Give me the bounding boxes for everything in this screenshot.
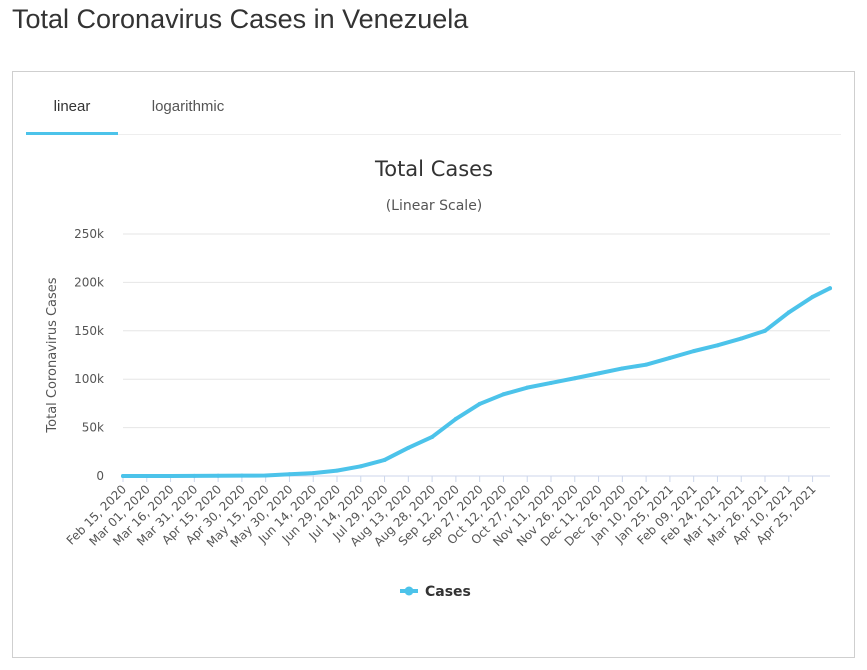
data-point[interactable] [828,286,832,291]
scale-tabs: linear logarithmic [26,92,841,135]
data-point[interactable] [691,349,696,354]
chart-subtitle: (Linear Scale) [386,198,483,214]
legend-label-cases: Cases [425,584,471,600]
y-axis-ticks: 0 50k 100k 150k 200k 250k [74,227,104,483]
y-axis-label: Total Coronavirus Cases [45,277,60,433]
data-point[interactable] [192,473,197,478]
data-point[interactable] [287,472,292,477]
data-point[interactable] [430,434,435,439]
data-point[interactable] [335,468,340,473]
legend-dot-icon [404,586,414,596]
data-point[interactable] [358,464,363,469]
data-point[interactable] [501,392,506,397]
y-tick-label: 0 [96,469,104,483]
y-tick-label: 150k [74,324,104,338]
series-line-cases[interactable] [121,286,832,478]
data-point[interactable] [453,416,458,421]
data-point[interactable] [168,473,173,478]
y-tick-label: 50k [82,421,104,435]
data-point[interactable] [596,371,601,376]
data-point[interactable] [263,473,268,478]
y-tick-label: 200k [74,275,104,289]
data-point[interactable] [715,343,720,348]
data-point[interactable] [121,474,125,478]
tab-linear[interactable]: linear [26,92,118,135]
data-point[interactable] [810,294,815,299]
data-point[interactable] [620,366,625,371]
grid-lines [123,233,830,477]
data-point[interactable] [406,445,411,450]
data-point[interactable] [144,474,149,478]
y-tick-label: 100k [74,372,104,386]
chart-panel: linear logarithmic [12,71,855,658]
data-point[interactable] [667,355,672,360]
data-point[interactable] [763,328,768,333]
y-tick-label: 250k [74,227,104,241]
series-layer [121,286,832,478]
data-point[interactable] [382,457,387,462]
data-point[interactable] [311,471,316,476]
data-point[interactable] [477,401,482,406]
data-point[interactable] [786,310,791,315]
data-point[interactable] [216,473,221,478]
data-point[interactable] [239,473,244,478]
data-point[interactable] [525,385,530,390]
page-title: Total Coronavirus Cases in Venezuela [12,4,469,34]
data-point[interactable] [644,362,649,367]
data-point[interactable] [549,380,554,385]
legend[interactable]: Cases [400,584,471,600]
data-point[interactable] [739,336,744,341]
chart-title: Total Cases [374,157,493,181]
data-point[interactable] [572,376,577,381]
tab-logarithmic[interactable]: logarithmic [151,98,225,115]
